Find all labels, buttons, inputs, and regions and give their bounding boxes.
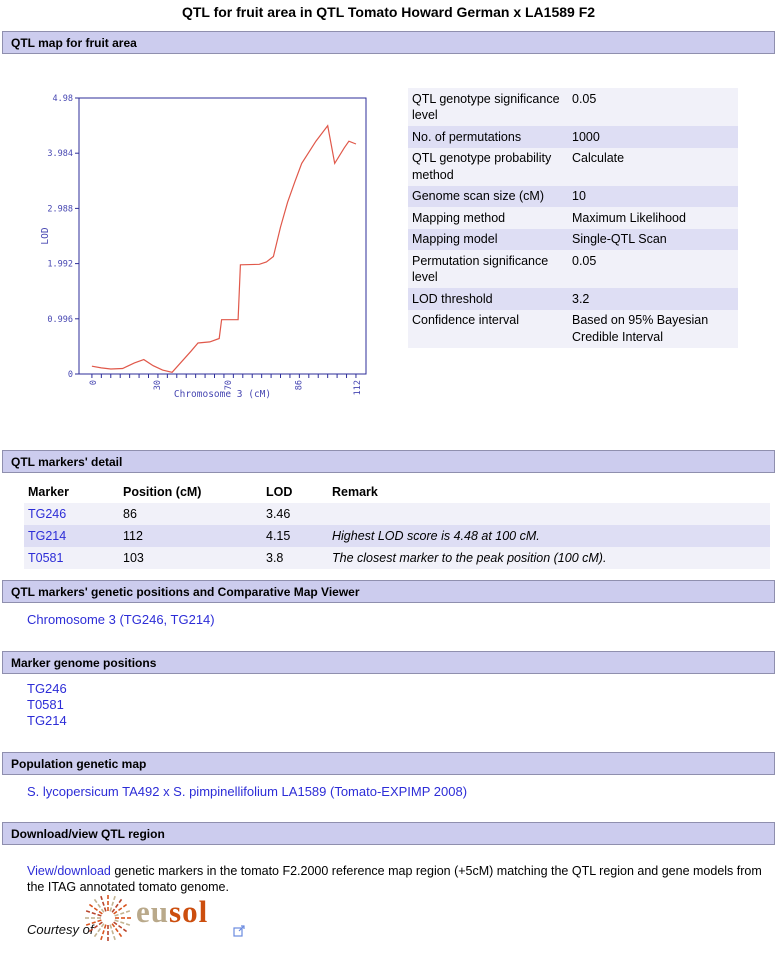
marker-position: 112 — [123, 529, 143, 543]
svg-text:112: 112 — [353, 380, 363, 395]
table-row: Mapping model Single-QTL Scan — [408, 228, 738, 250]
eusol-wordmark: eusol — [136, 894, 208, 930]
param-label: QTL genotype probability method — [412, 151, 552, 182]
marker-lod: 3.8 — [266, 551, 284, 565]
eusol-sol-text: sol — [169, 894, 209, 929]
view-download-link[interactable]: View/download — [27, 863, 111, 878]
marker-remark — [328, 503, 770, 525]
marker-lod: 4.15 — [266, 529, 291, 543]
param-label: Permutation significance level — [412, 253, 549, 285]
param-value: 1000 — [572, 129, 600, 144]
col-header-lod: LOD — [266, 485, 293, 499]
comparative-map-viewer-link[interactable]: Chromosome 3 (TG246, TG214) — [27, 612, 215, 627]
table-header-row: Marker Position (cM) LOD Remark — [24, 481, 770, 503]
marker-lod: 3.46 — [266, 507, 291, 521]
table-row: No. of permutations 1000 — [408, 126, 738, 148]
param-value: Single-QTL Scan — [572, 232, 667, 246]
param-value: Maximum Likelihood — [572, 210, 686, 225]
eusol-sunburst-logo — [85, 895, 131, 941]
marker-genome-links: TG246 T0581 TG214 — [27, 681, 67, 728]
page-title: QTL for fruit area in QTL Tomato Howard … — [181, 4, 596, 20]
section-title: QTL markers' detail — [11, 455, 123, 469]
param-label: Genome scan size (cM) — [412, 189, 544, 203]
marker-link[interactable]: TG214 — [28, 529, 67, 543]
param-label: Confidence interval — [412, 313, 520, 327]
table-row: T0581 103 3.8 The closest marker to the … — [24, 547, 770, 569]
param-value: Calculate — [572, 151, 625, 165]
param-label: No. of permutations — [412, 129, 522, 144]
marker-position: 86 — [123, 507, 137, 521]
table-row: TG214 112 4.15 Highest LOD score is 4.48… — [24, 525, 770, 547]
table-row: Confidence interval Based on 95% Bayesia… — [408, 309, 738, 348]
param-value: 0.05 — [572, 253, 597, 268]
marker-genome-link[interactable]: T0581 — [27, 696, 64, 712]
param-value: 0.05 — [572, 91, 597, 106]
population-genetic-map-link[interactable]: S. lycopersicum TA492 x S. pimpinellifol… — [27, 784, 468, 799]
section-header-download: Download/view QTL region — [2, 822, 775, 845]
analysis-parameters-table: QTL genotype significance level 0.05 No.… — [408, 88, 738, 348]
svg-text:70: 70 — [224, 380, 234, 390]
param-value: Based on 95% Bayesian Credible Interval — [572, 313, 709, 344]
section-header-genetic-positions: QTL markers' genetic positions and Compa… — [2, 580, 775, 603]
section-title: Download/view QTL region — [11, 827, 165, 841]
download-description-text: genetic markers in the tomato F2.2000 re… — [27, 863, 762, 894]
section-title: QTL map for fruit area — [11, 36, 137, 50]
svg-text:4.98: 4.98 — [53, 94, 73, 104]
svg-text:0: 0 — [89, 380, 99, 385]
marker-link[interactable]: TG246 — [28, 507, 67, 521]
col-header-remark: Remark — [332, 485, 378, 499]
courtesy-label: Courtesy of — [27, 922, 94, 937]
svg-text:30: 30 — [153, 380, 163, 390]
download-description: View/download genetic markers in the tom… — [27, 863, 767, 895]
svg-text:3.984: 3.984 — [47, 149, 73, 159]
section-header-qtl-map: QTL map for fruit area — [2, 31, 775, 54]
table-row: QTL genotype significance level 0.05 — [408, 88, 738, 126]
col-header-marker: Marker — [28, 485, 69, 499]
col-header-position: Position (cM) — [123, 485, 202, 499]
lod-score-chart: 0 0.996 1.992 2.988 3.984 4.98 0 30 70 86 112 Chrom… — [40, 94, 367, 400]
section-header-genome-positions: Marker genome positions — [2, 651, 775, 674]
section-title: QTL markers' genetic positions and Compa… — [11, 585, 360, 599]
svg-text:86: 86 — [295, 380, 305, 390]
param-label: Mapping method — [412, 210, 506, 225]
table-row: QTL genotype probability method Calculat… — [408, 147, 738, 186]
table-row: TG246 86 3.46 — [24, 503, 770, 525]
table-row: LOD threshold 3.2 — [408, 288, 738, 310]
param-label: Mapping model — [412, 232, 498, 246]
section-header-population-map: Population genetic map — [2, 752, 775, 775]
marker-genome-link[interactable]: TG246 — [27, 681, 67, 696]
param-label: QTL genotype significance level — [412, 91, 560, 123]
marker-link[interactable]: T0581 — [28, 551, 64, 565]
marker-remark: Highest LOD score is 4.48 at 100 cM. — [332, 529, 540, 543]
marker-position: 103 — [123, 551, 144, 565]
section-title: Marker genome positions — [11, 656, 157, 670]
table-row: Genome scan size (cM) 10 — [408, 185, 738, 207]
param-value: 3.2 — [572, 291, 590, 306]
svg-text:1.992: 1.992 — [47, 260, 73, 270]
param-value: 10 — [572, 189, 586, 203]
table-row: Permutation significance level 0.05 — [408, 250, 738, 288]
qtl-markers-table: Marker Position (cM) LOD Remark TG246 86… — [24, 481, 770, 569]
section-title: Population genetic map — [11, 757, 147, 771]
svg-text:0: 0 — [68, 370, 73, 380]
svg-text:0.996: 0.996 — [47, 315, 73, 325]
svg-text:2.988: 2.988 — [47, 204, 73, 214]
svg-text:Chromosome 3 (cM): Chromosome 3 (cM) — [174, 389, 271, 400]
table-row: Mapping method Maximum Likelihood — [408, 207, 738, 229]
eusol-eu-text: eu — [136, 894, 169, 929]
section-header-markers-detail: QTL markers' detail — [2, 450, 775, 473]
svg-text:LOD: LOD — [40, 227, 51, 244]
external-link-icon[interactable] — [233, 924, 246, 937]
marker-remark: The closest marker to the peak position … — [332, 551, 607, 565]
param-label: LOD threshold — [412, 291, 493, 306]
marker-genome-link[interactable]: TG214 — [27, 712, 67, 728]
